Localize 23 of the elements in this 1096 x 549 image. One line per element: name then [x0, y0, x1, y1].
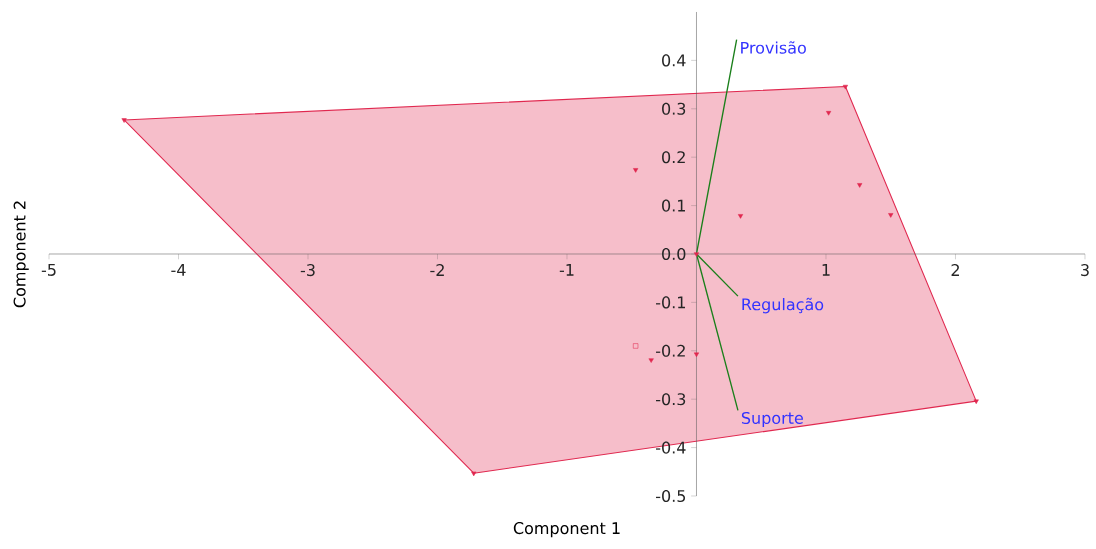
x-tick-label: -1 [559, 264, 574, 276]
y-axis-title: Component 2 [13, 201, 29, 308]
y-tick-label: 0.3 [662, 102, 686, 115]
y-tick-label: -0.1 [656, 296, 685, 309]
x-tick-label: 2 [951, 264, 959, 276]
y-tick-label: -0.5 [656, 489, 686, 503]
y-tick-label: -0.3 [656, 393, 686, 406]
y-tick-label: 0.2 [662, 151, 685, 164]
x-tick-label: -2 [430, 264, 444, 276]
x-tick-label: -4 [171, 264, 186, 276]
x-tick-label: -3 [300, 264, 315, 277]
series-label: Provisão [741, 41, 806, 54]
x-tick-label: -5 [41, 264, 56, 276]
series-label: Regulação [742, 297, 824, 314]
x-tick-label: 1 [822, 264, 830, 276]
y-tick-label: 0.1 [662, 199, 685, 212]
y-tick-label: -0.2 [656, 344, 685, 357]
x-axis-title: Component 1 [513, 522, 620, 538]
y-tick-label: 0.4 [662, 54, 686, 67]
series-label: Suporte [741, 411, 803, 428]
x-tick-label: 3 [1081, 264, 1089, 277]
y-tick-label: -0.4 [656, 441, 686, 454]
y-tick-label: 0.0 [662, 247, 686, 261]
